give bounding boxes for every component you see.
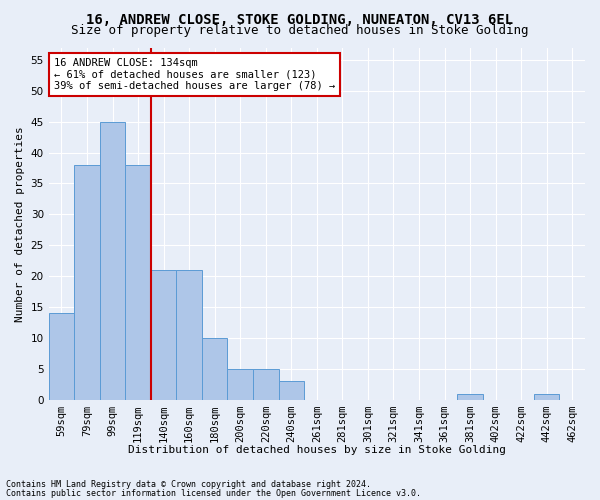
- Bar: [100, 122, 125, 400]
- Y-axis label: Number of detached properties: Number of detached properties: [15, 126, 25, 322]
- Text: 16, ANDREW CLOSE, STOKE GOLDING, NUNEATON, CV13 6EL: 16, ANDREW CLOSE, STOKE GOLDING, NUNEATO…: [86, 12, 514, 26]
- Text: Contains HM Land Registry data © Crown copyright and database right 2024.: Contains HM Land Registry data © Crown c…: [6, 480, 371, 489]
- Bar: [74, 165, 100, 400]
- Bar: [49, 314, 74, 400]
- Bar: [534, 394, 559, 400]
- Text: Contains public sector information licensed under the Open Government Licence v3: Contains public sector information licen…: [6, 488, 421, 498]
- Text: Size of property relative to detached houses in Stoke Golding: Size of property relative to detached ho…: [71, 24, 529, 37]
- Bar: [202, 338, 227, 400]
- X-axis label: Distribution of detached houses by size in Stoke Golding: Distribution of detached houses by size …: [128, 445, 506, 455]
- Bar: [176, 270, 202, 400]
- Bar: [125, 165, 151, 400]
- Bar: [151, 270, 176, 400]
- Bar: [278, 382, 304, 400]
- Text: 16 ANDREW CLOSE: 134sqm
← 61% of detached houses are smaller (123)
39% of semi-d: 16 ANDREW CLOSE: 134sqm ← 61% of detache…: [54, 58, 335, 92]
- Bar: [253, 369, 278, 400]
- Bar: [457, 394, 483, 400]
- Bar: [227, 369, 253, 400]
